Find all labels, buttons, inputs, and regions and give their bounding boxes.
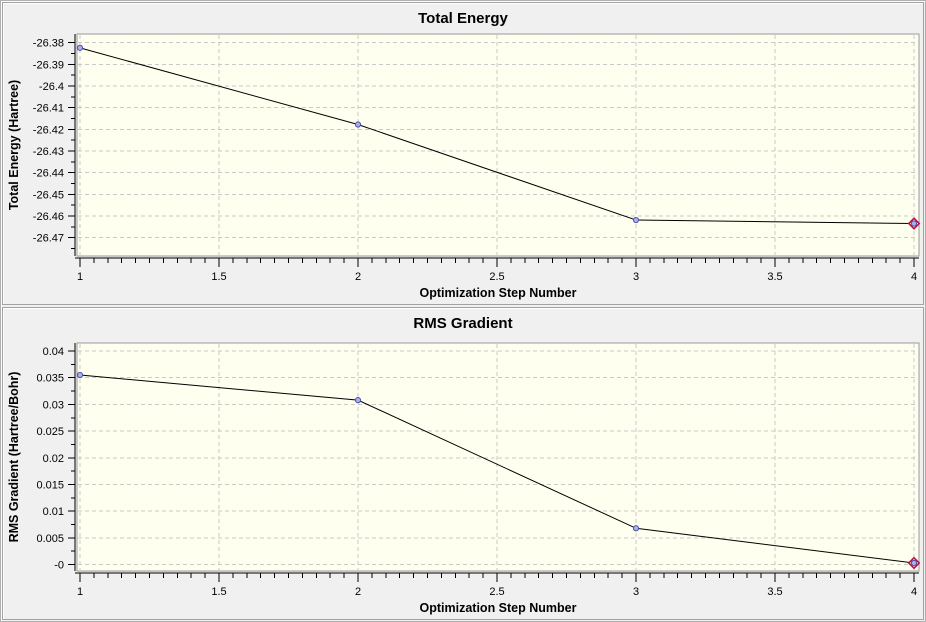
data-point-marker[interactable]	[910, 220, 918, 227]
y-tick-label: -26.46	[33, 211, 64, 223]
data-point-marker[interactable]	[910, 559, 918, 567]
y-tick-label: -26.42	[33, 124, 64, 136]
y-tick-label: -26.4	[39, 81, 64, 93]
x-tick-label: 2.5	[489, 271, 504, 283]
x-tick-label: 4	[911, 586, 917, 598]
rms-gradient-panel: RMS Gradient 0.04 0.035 0.03 0.025 0.02 0.015…	[2, 307, 924, 620]
plot-canvas	[76, 342, 920, 572]
data-point-marker[interactable]	[354, 121, 362, 128]
x-tick-label: 3	[633, 271, 639, 283]
x-tick-label: 2.5	[489, 586, 504, 598]
y-tick-label: -26.38	[33, 38, 64, 50]
rms-gradient-chart: 0.04 0.035 0.03 0.025 0.02 0.015 0.01 0.005 -0 1 1…	[7, 342, 921, 615]
x-tick-label: 1	[77, 586, 83, 598]
y-tick-label: 0.015	[36, 479, 64, 491]
series-line	[79, 47, 915, 225]
y-tick-label: -26.45	[33, 189, 64, 201]
y-tick-label: 0.01	[43, 506, 64, 518]
total-energy-chart-title: Total Energy	[418, 10, 508, 27]
x-tick-label: 1	[77, 271, 83, 283]
x-tick-label: 2	[355, 586, 361, 598]
total-energy-panel: Total Energy -26.38 -26.39 -26.4 -26.41 -26.…	[2, 2, 924, 305]
y-tick-label: -26.39	[33, 59, 64, 71]
data-point-marker[interactable]	[632, 525, 640, 532]
x-axis-title: Optimization Step Number	[420, 601, 577, 615]
series-line	[79, 374, 915, 564]
y-tick-label: 0.025	[36, 426, 64, 438]
x-tick-label: 3.5	[767, 271, 782, 283]
x-tick-label: 1.5	[211, 586, 226, 598]
data-point-marker[interactable]	[76, 44, 84, 51]
x-tick-label: 4	[911, 271, 917, 283]
y-axis-title: RMS Gradient (Hartree/Bohr)	[7, 372, 21, 543]
plot-canvas	[76, 33, 920, 257]
data-point-marker[interactable]	[632, 216, 640, 224]
y-tick-label: -0	[54, 560, 64, 572]
x-tick-label: 3	[633, 586, 639, 598]
y-tick-label: -26.41	[33, 103, 64, 115]
y-tick-label: 0.04	[43, 346, 64, 358]
data-point-marker[interactable]	[76, 371, 84, 379]
y-tick-label: 0.03	[43, 399, 64, 411]
x-tick-label: 2	[355, 271, 361, 283]
y-tick-label: -26.44	[33, 168, 64, 180]
x-tick-label: 3.5	[767, 586, 782, 598]
y-tick-label: 0.02	[43, 453, 64, 465]
x-tick-label: 1.5	[211, 271, 226, 283]
data-point-marker[interactable]	[354, 397, 362, 404]
total-energy-chart: -26.38 -26.39 -26.4 -26.41 -26.42 -26.43 -26.4…	[7, 33, 921, 300]
y-tick-label: 0.005	[36, 533, 64, 545]
y-axis-title: Total Energy (Hartree)	[7, 80, 21, 210]
y-tick-label: -26.47	[33, 233, 64, 245]
rms-gradient-chart-title: RMS Gradient	[413, 315, 513, 332]
y-tick-label: 0.035	[36, 373, 64, 385]
y-tick-label: -26.43	[33, 146, 64, 158]
x-axis-title: Optimization Step Number	[420, 286, 577, 300]
